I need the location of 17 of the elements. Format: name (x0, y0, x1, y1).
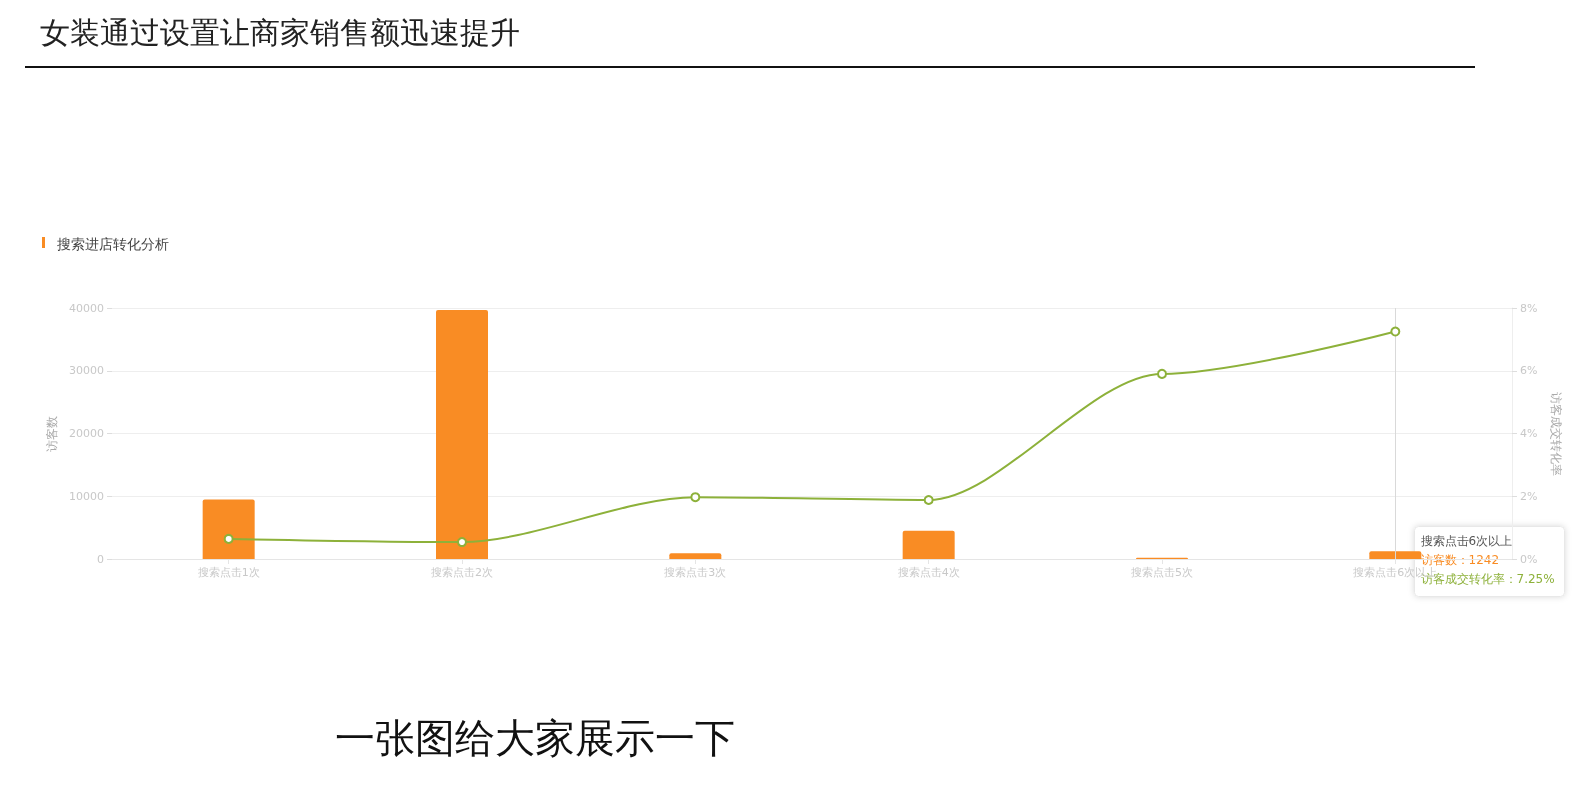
point (690, 492, 701, 503)
point (223, 533, 234, 544)
chart-subtitle: 搜索进店转化分析 (57, 236, 169, 252)
text: 一张图给大家展示一下 (335, 715, 735, 761)
bar (436, 309, 488, 559)
point (923, 495, 934, 506)
annotation: 搜索点击6次以上 (1420, 533, 1513, 548)
bar (669, 553, 722, 559)
bar (202, 499, 255, 559)
point (1157, 368, 1167, 379)
y-axis-title: 访客数 (45, 415, 60, 452)
bar (902, 530, 955, 559)
y2-axis-title: 访客成交转化率 (1549, 391, 1563, 476)
point (457, 537, 467, 548)
chart-title: 女装通过设置让商家销售额迅速提升 (40, 14, 520, 50)
bar (1369, 551, 1422, 559)
point (1390, 326, 1401, 337)
